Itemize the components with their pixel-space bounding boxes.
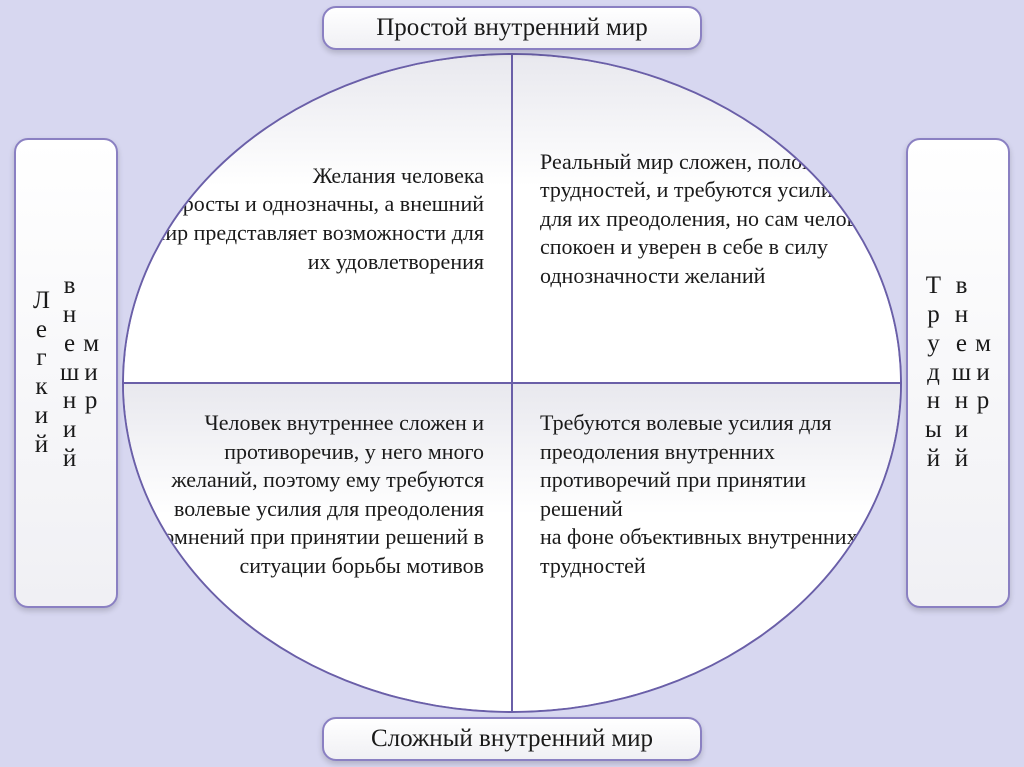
quadrant-bottom-right: Требуются волевые усилия для преодоления… xyxy=(512,383,900,711)
quadrant-text: Требуются волевые усилия для преодоления… xyxy=(534,409,878,581)
label-left-inner: внешниймир xyxy=(60,150,99,596)
label-right-outer: Трудный xyxy=(925,150,942,596)
label-top: Простой внутренний мир xyxy=(322,6,702,50)
quadrant-top-right: Реальный мир сложен, полон трудностей, и… xyxy=(512,55,900,383)
quadrant-bottom-left: Человек внутреннее сложен и противоречив… xyxy=(124,383,512,711)
matrix-oval: Желания человека просты и однозначны, а … xyxy=(122,53,902,713)
label-right-inner: внешниймир xyxy=(952,150,991,596)
quadrant-text: Реальный мир сложен, полон трудностей, и… xyxy=(534,148,878,291)
quadrant-text: Человек внутреннее сложен и противоречив… xyxy=(146,409,490,581)
label-bottom-text: Сложный внутренний мир xyxy=(371,725,653,753)
label-left: Легкий внешниймир xyxy=(14,138,118,608)
label-bottom: Сложный внутренний мир xyxy=(322,717,702,761)
label-right: Трудный внешниймир xyxy=(906,138,1010,608)
label-left-outer: Легкий xyxy=(33,150,50,596)
quadrant-top-left: Желания человека просты и однозначны, а … xyxy=(124,55,512,383)
label-top-text: Простой внутренний мир xyxy=(376,14,647,42)
axis-horizontal xyxy=(124,382,900,384)
quadrant-text: Желания человека просты и однозначны, а … xyxy=(146,162,490,276)
